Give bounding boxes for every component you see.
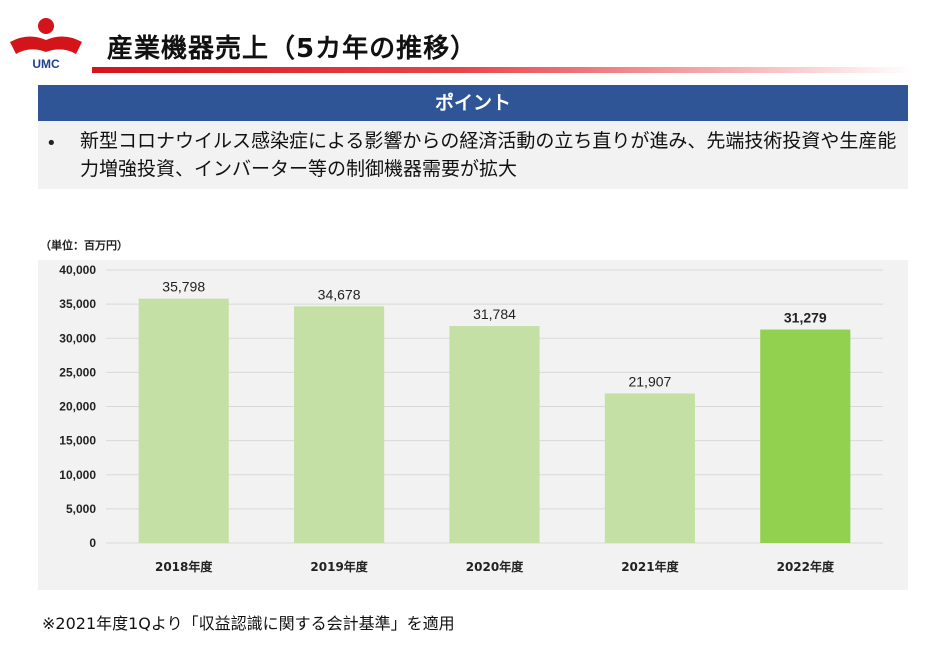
- y-tick-label: 15,000: [59, 434, 96, 448]
- data-label: 31,784: [473, 306, 516, 322]
- bar: [449, 326, 540, 543]
- bar: [604, 393, 695, 543]
- data-label: 31,279: [784, 310, 827, 326]
- title-underline: [92, 67, 912, 73]
- y-tick-label: 40,000: [59, 263, 96, 277]
- data-label: 35,798: [162, 279, 205, 295]
- umc-logo: UMC: [10, 18, 82, 70]
- y-tick-label: 5,000: [66, 502, 96, 516]
- point-header: ポイント: [38, 85, 908, 121]
- y-tick-label: 30,000: [59, 331, 96, 345]
- bar: [138, 298, 229, 543]
- y-tick-label: 0: [89, 536, 96, 550]
- x-tick-label: 2018年度: [155, 559, 213, 574]
- point-text: 新型コロナウイルス感染症による影響からの経済活動の立ち直りが進み、先端技術投資や…: [80, 130, 897, 180]
- data-label: 34,678: [318, 286, 361, 302]
- x-tick-label: 2022年度: [777, 559, 835, 574]
- y-tick-label: 10,000: [59, 468, 96, 482]
- x-tick-label: 2020年度: [466, 559, 524, 574]
- point-body: • 新型コロナウイルス感染症による影響からの経済活動の立ち直りが進み、先端技術投…: [38, 121, 908, 189]
- data-label: 21,907: [628, 373, 671, 389]
- x-tick-label: 2021年度: [621, 559, 679, 574]
- page-title: 産業機器売上（5カ年の推移）: [107, 34, 478, 64]
- bar: [294, 306, 385, 543]
- y-tick-label: 25,000: [59, 365, 96, 379]
- logo-text: UMC: [32, 57, 60, 70]
- x-tick-label: 2019年度: [310, 559, 368, 574]
- bar-chart: 0 5,000 10,000 15,000 20,000 25,000 30,000 35,0…: [59, 263, 883, 574]
- unit-label: （単位：百万円）: [40, 239, 128, 252]
- footnote: ※2021年度1Qより「収益認識に関する会計基準」を適用: [42, 614, 455, 633]
- y-tick-label: 20,000: [59, 400, 96, 414]
- y-tick-label: 35,000: [59, 297, 96, 311]
- bullet-marker: •: [46, 133, 57, 154]
- bar: [760, 329, 851, 543]
